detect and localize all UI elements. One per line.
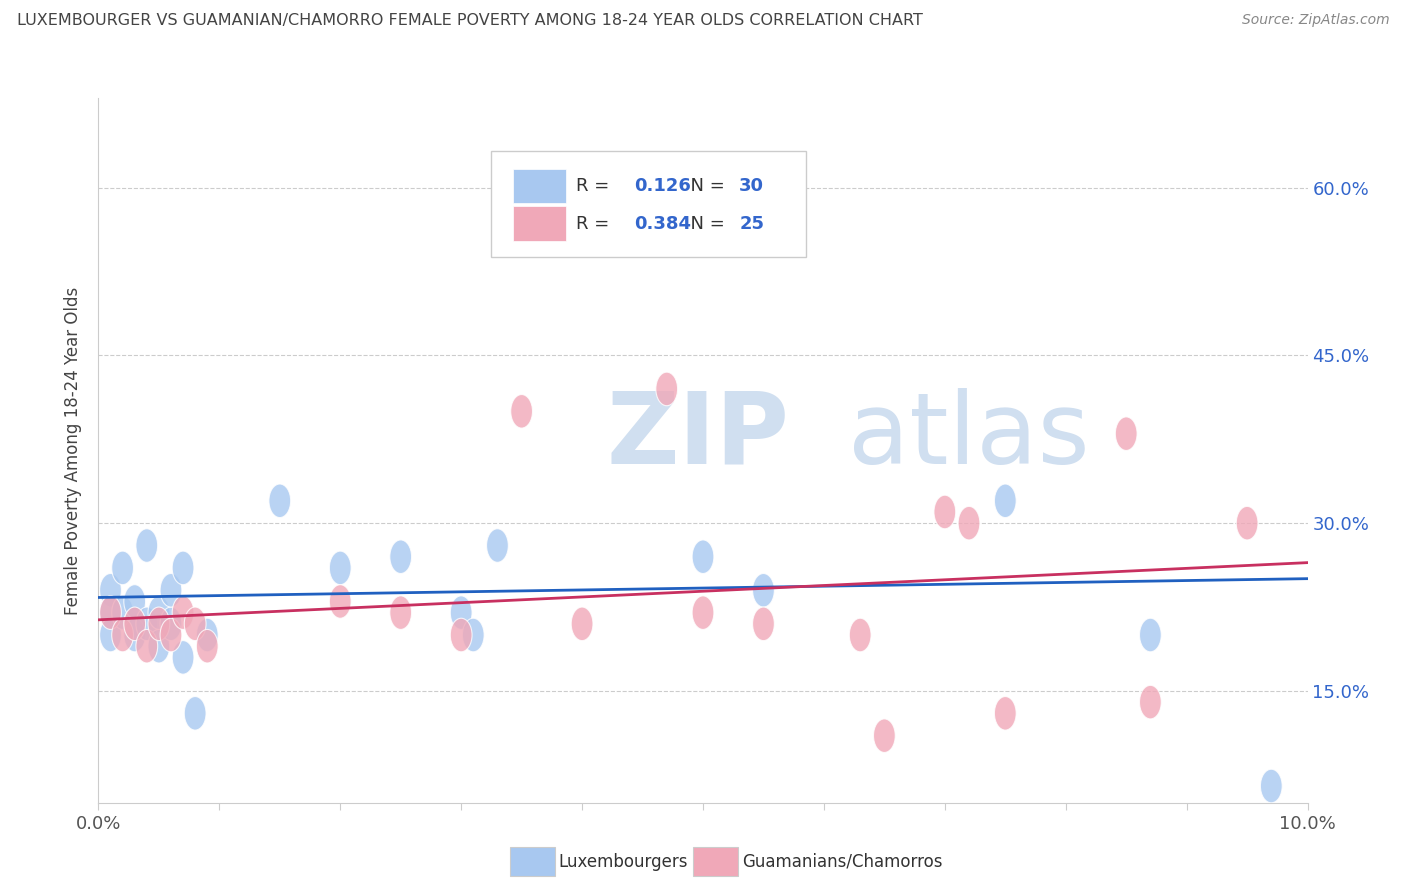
Ellipse shape bbox=[1236, 507, 1258, 540]
Ellipse shape bbox=[197, 618, 218, 652]
Text: ZIP: ZIP bbox=[606, 388, 789, 485]
Ellipse shape bbox=[136, 529, 157, 562]
Ellipse shape bbox=[1139, 685, 1161, 719]
Text: N =: N = bbox=[679, 215, 730, 233]
FancyBboxPatch shape bbox=[513, 169, 567, 203]
Text: Luxembourgers: Luxembourgers bbox=[558, 853, 688, 871]
Ellipse shape bbox=[184, 607, 207, 640]
Ellipse shape bbox=[873, 719, 896, 753]
Ellipse shape bbox=[752, 574, 775, 607]
Ellipse shape bbox=[450, 618, 472, 652]
Ellipse shape bbox=[571, 607, 593, 640]
Ellipse shape bbox=[463, 618, 484, 652]
Ellipse shape bbox=[752, 607, 775, 640]
Ellipse shape bbox=[136, 630, 157, 663]
Ellipse shape bbox=[124, 607, 146, 640]
Ellipse shape bbox=[172, 551, 194, 584]
Text: LUXEMBOURGER VS GUAMANIAN/CHAMORRO FEMALE POVERTY AMONG 18-24 YEAR OLDS CORRELAT: LUXEMBOURGER VS GUAMANIAN/CHAMORRO FEMAL… bbox=[17, 13, 922, 29]
Ellipse shape bbox=[148, 596, 170, 630]
Ellipse shape bbox=[692, 596, 714, 630]
Text: 0.384: 0.384 bbox=[634, 215, 692, 233]
Ellipse shape bbox=[692, 540, 714, 574]
Ellipse shape bbox=[655, 372, 678, 406]
Text: 0.126: 0.126 bbox=[634, 178, 690, 195]
Ellipse shape bbox=[510, 394, 533, 428]
Ellipse shape bbox=[100, 596, 121, 630]
Ellipse shape bbox=[160, 607, 181, 640]
Ellipse shape bbox=[197, 630, 218, 663]
Ellipse shape bbox=[124, 607, 146, 640]
Ellipse shape bbox=[329, 551, 352, 584]
FancyBboxPatch shape bbox=[492, 151, 806, 257]
Ellipse shape bbox=[329, 584, 352, 618]
Ellipse shape bbox=[111, 596, 134, 630]
Ellipse shape bbox=[957, 507, 980, 540]
Ellipse shape bbox=[172, 640, 194, 674]
Ellipse shape bbox=[1139, 618, 1161, 652]
Ellipse shape bbox=[184, 697, 207, 730]
Ellipse shape bbox=[934, 495, 956, 529]
Text: 25: 25 bbox=[740, 215, 765, 233]
Ellipse shape bbox=[160, 618, 181, 652]
Text: R =: R = bbox=[576, 215, 614, 233]
FancyBboxPatch shape bbox=[513, 206, 567, 241]
Ellipse shape bbox=[100, 574, 121, 607]
Ellipse shape bbox=[160, 574, 181, 607]
Text: atlas: atlas bbox=[848, 388, 1090, 485]
Ellipse shape bbox=[100, 618, 121, 652]
Ellipse shape bbox=[450, 596, 472, 630]
Ellipse shape bbox=[172, 596, 194, 630]
Ellipse shape bbox=[1260, 769, 1282, 803]
Ellipse shape bbox=[994, 484, 1017, 517]
Ellipse shape bbox=[136, 607, 157, 640]
Text: Source: ZipAtlas.com: Source: ZipAtlas.com bbox=[1241, 13, 1389, 28]
Y-axis label: Female Poverty Among 18-24 Year Olds: Female Poverty Among 18-24 Year Olds bbox=[65, 286, 83, 615]
Ellipse shape bbox=[111, 618, 134, 652]
Ellipse shape bbox=[644, 204, 665, 238]
Ellipse shape bbox=[269, 484, 291, 517]
Ellipse shape bbox=[124, 584, 146, 618]
Ellipse shape bbox=[111, 551, 134, 584]
Ellipse shape bbox=[994, 697, 1017, 730]
Text: 30: 30 bbox=[740, 178, 765, 195]
Ellipse shape bbox=[100, 596, 121, 630]
Ellipse shape bbox=[486, 529, 509, 562]
Ellipse shape bbox=[124, 618, 146, 652]
Ellipse shape bbox=[148, 630, 170, 663]
Ellipse shape bbox=[389, 596, 412, 630]
Ellipse shape bbox=[148, 607, 170, 640]
Text: Guamanians/Chamorros: Guamanians/Chamorros bbox=[742, 853, 943, 871]
Ellipse shape bbox=[389, 540, 412, 574]
Text: R =: R = bbox=[576, 178, 614, 195]
Ellipse shape bbox=[849, 618, 872, 652]
Text: N =: N = bbox=[679, 178, 730, 195]
Ellipse shape bbox=[1115, 417, 1137, 450]
